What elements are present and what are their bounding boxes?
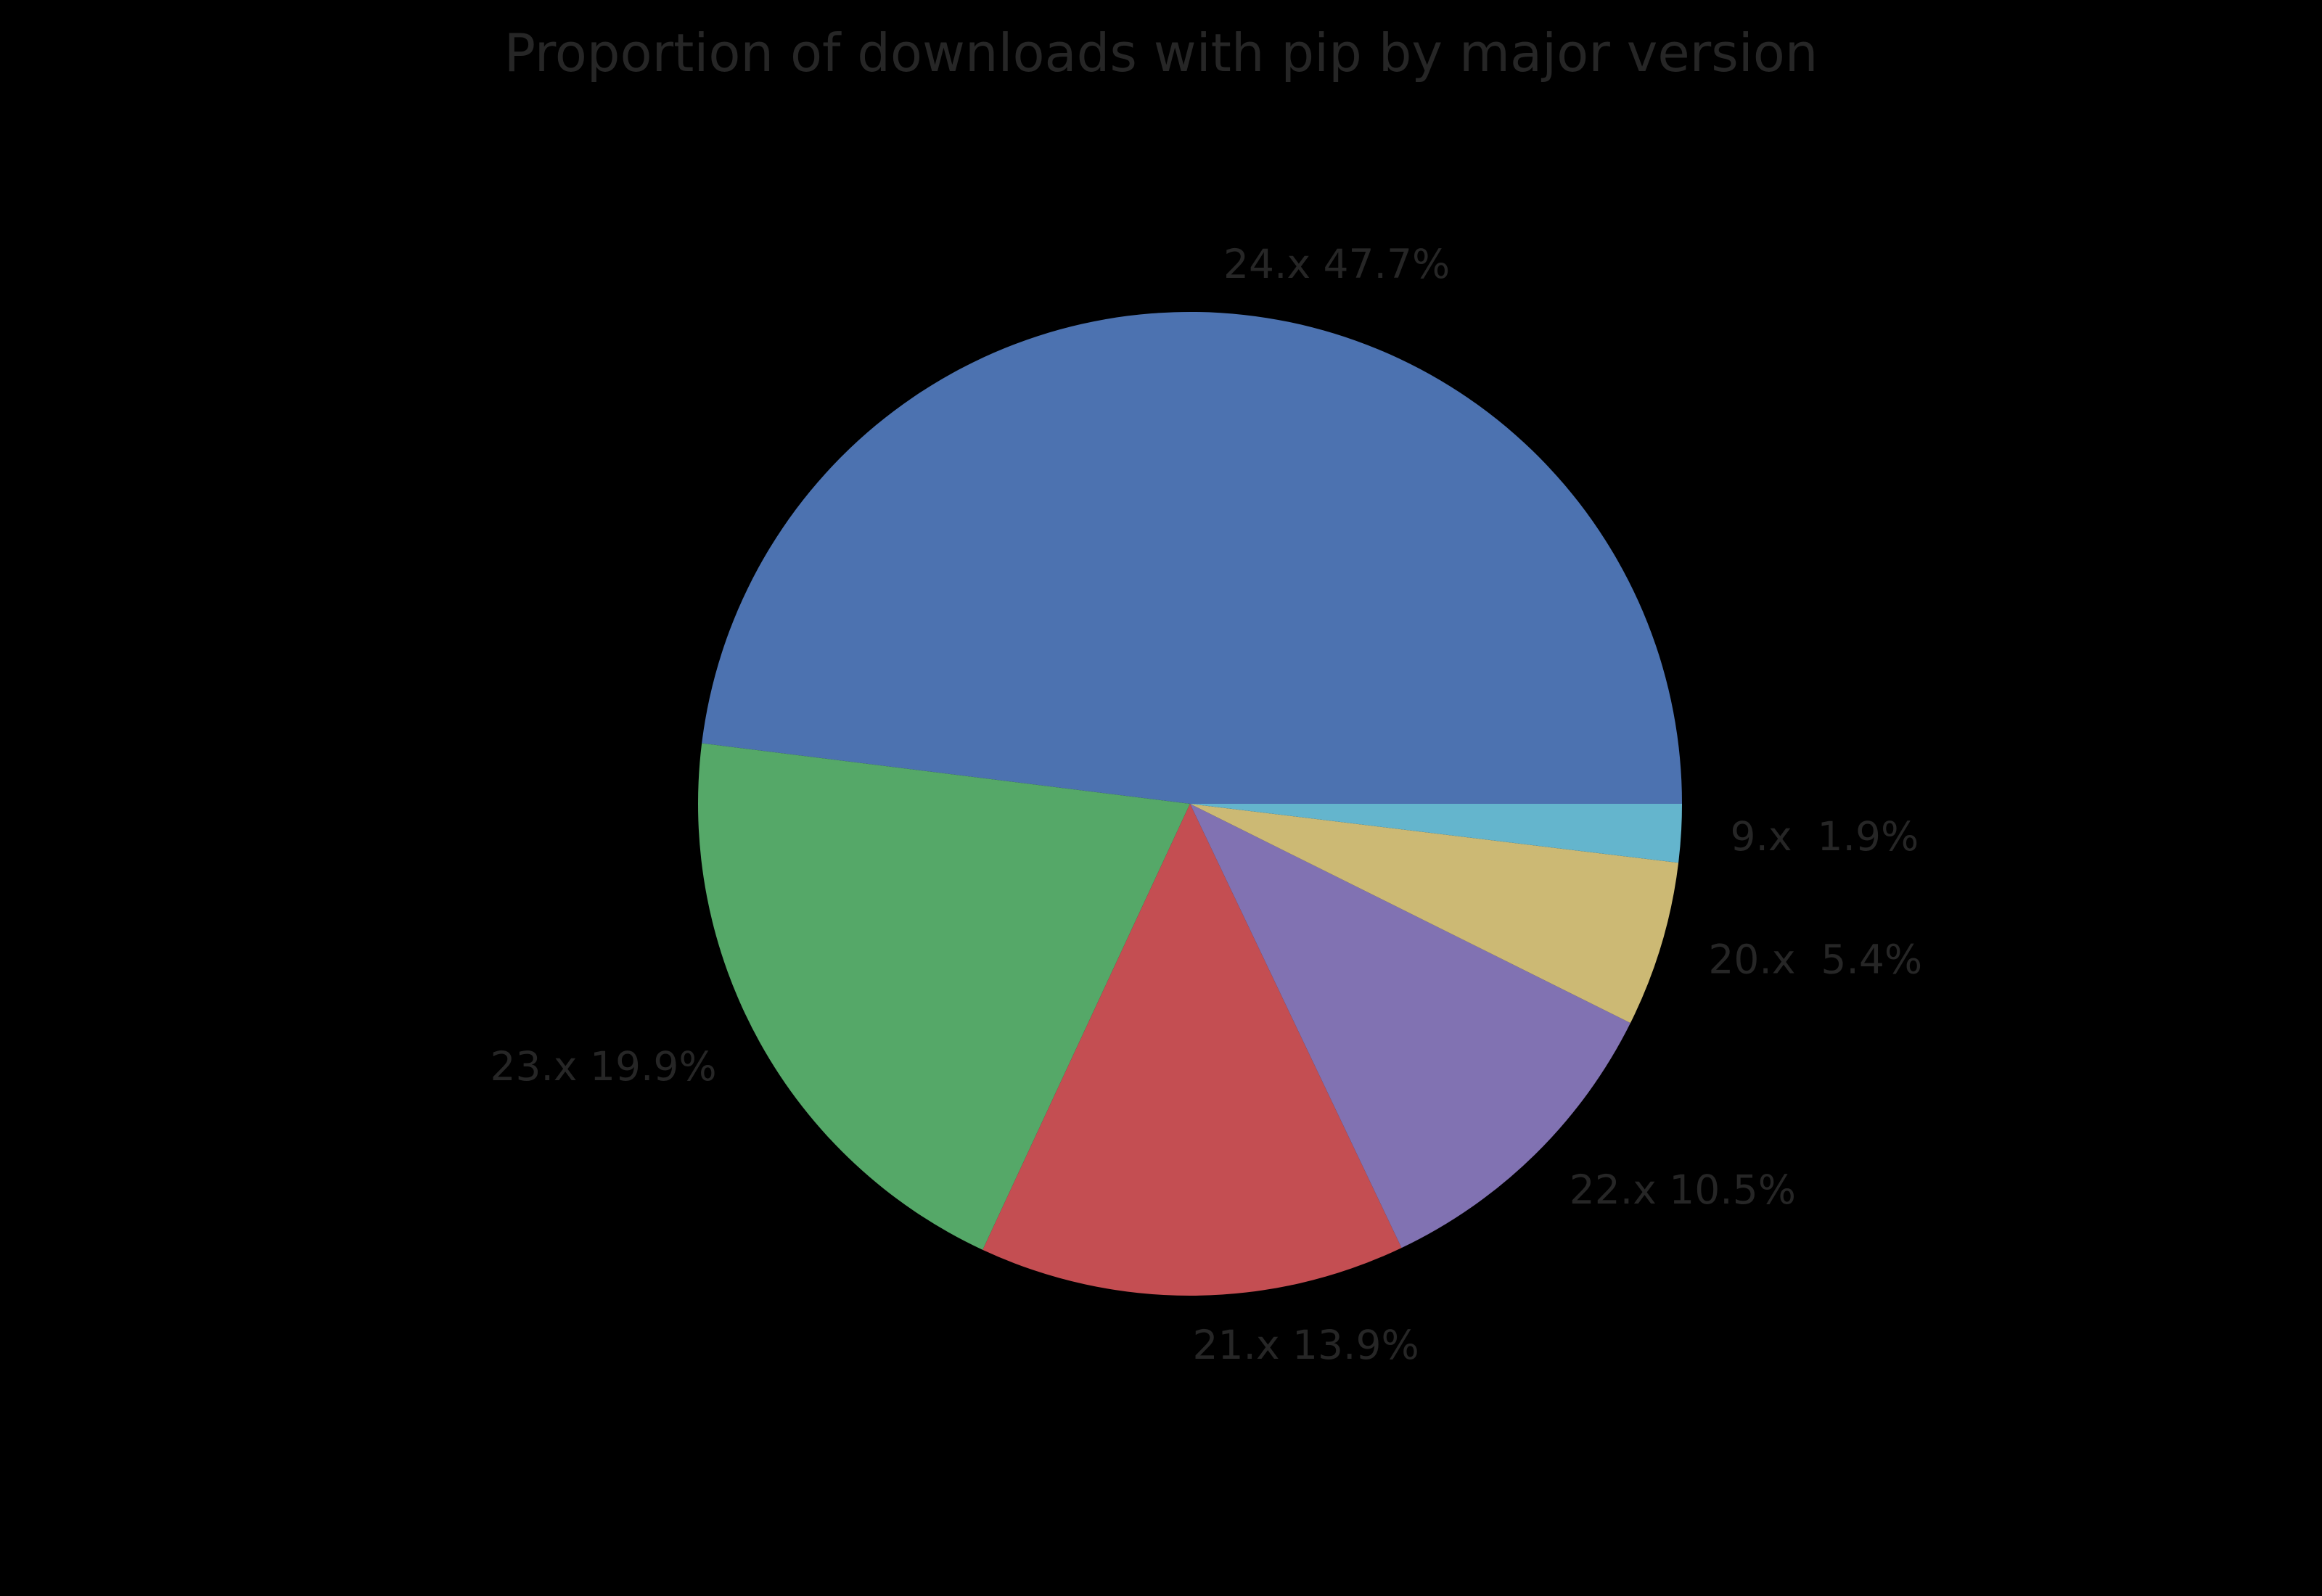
pie-label-23.x: 23.x 19.9% xyxy=(490,1043,716,1090)
pie-slice-21.x xyxy=(982,804,1402,1296)
pie-label-22.x: 22.x 10.5% xyxy=(1570,1167,1796,1213)
pie-slice-24.x xyxy=(702,311,1682,804)
pie-label-21.x: 21.x 13.9% xyxy=(1193,1322,1419,1368)
pie-slice-9.x xyxy=(1190,804,1682,863)
pie-slice-22.x xyxy=(1190,804,1630,1249)
pie-label-20.x: 20.x 5.4% xyxy=(1708,936,1922,982)
pie-slice-23.x xyxy=(697,743,1190,1250)
pie-label-9.x: 9.x 1.9% xyxy=(1731,813,1919,860)
pie-slices xyxy=(697,311,1682,1296)
pie-slice-labels: 24.x 47.7% 23.x 19.9% 21.x 13.9% 22.x 10.5%… xyxy=(490,241,1922,1368)
pie-slice-20.x xyxy=(1190,804,1679,1024)
chart-title: Proportion of downloads with pip by majo… xyxy=(504,22,1818,83)
pie-label-24.x: 24.x 47.7% xyxy=(1223,241,1450,287)
